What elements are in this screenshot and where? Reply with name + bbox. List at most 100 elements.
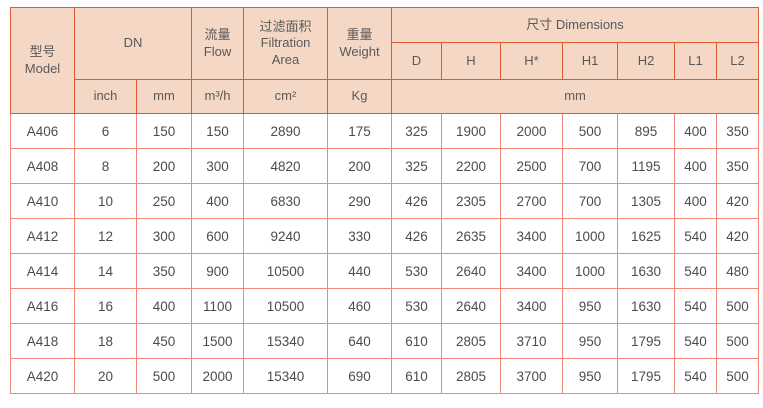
value-cell: 12	[74, 218, 137, 254]
table-row: A410 10 250 400 6830 290 426 2305 2700 700 1305 400…	[10, 183, 760, 219]
value-cell: 500	[715, 358, 760, 394]
table-row: A414 14 350 900 10500 440 530 2640 3400 1000 1630 5…	[10, 253, 760, 289]
table-row: A420 20 500 2000 15340 690 610 2805 3700 950 1795 5…	[10, 358, 760, 394]
value-cell: 1100	[191, 288, 244, 324]
value-cell: 15340	[243, 323, 328, 359]
value-cell: 330	[327, 218, 392, 254]
value-cell: 400	[191, 183, 244, 219]
value-cell: 1795	[617, 323, 675, 359]
value-cell: 1000	[562, 253, 618, 289]
model-cell: A418	[10, 323, 75, 359]
value-cell: 540	[674, 288, 717, 324]
value-cell: 895	[617, 113, 675, 149]
value-cell: 3710	[500, 323, 563, 359]
model-cell: A412	[10, 218, 75, 254]
value-cell: 8	[74, 148, 137, 184]
value-cell: 1795	[617, 358, 675, 394]
value-cell: 530	[391, 288, 442, 324]
unit-weight: Kg	[327, 79, 392, 114]
value-cell: 16	[74, 288, 137, 324]
value-cell: 4820	[243, 148, 328, 184]
model-cell: A406	[10, 113, 75, 149]
value-cell: 2305	[441, 183, 501, 219]
value-cell: 610	[391, 358, 442, 394]
value-cell: 400	[674, 148, 717, 184]
unit-area: cm²	[243, 79, 328, 114]
table-row: A418 18 450 1500 15340 640 610 2805 3710 950 1795 5…	[10, 323, 760, 359]
unit-flow: m³/h	[191, 79, 244, 114]
value-cell: 420	[715, 218, 760, 254]
header-flow-zh: 流量	[204, 27, 231, 43]
value-cell: 2890	[243, 113, 328, 149]
header-dim-h2: H2	[617, 42, 675, 80]
table-body: A406 6 150 150 2890 175 325 1900 2000 500 895 400 35…	[10, 113, 760, 394]
value-cell: 480	[715, 253, 760, 289]
header-row-1: 型号 Model DN 流量 Flow 过滤面积 Filtration Area…	[10, 7, 760, 114]
table-row: A408 8 200 300 4820 200 325 2200 2500 700 1195 400 3…	[10, 148, 760, 184]
value-cell: 610	[391, 323, 442, 359]
value-cell: 175	[327, 113, 392, 149]
value-cell: 1900	[441, 113, 501, 149]
header-dim-d: D	[391, 42, 442, 80]
value-cell: 460	[327, 288, 392, 324]
header-weight-en: Weight	[339, 43, 380, 59]
value-cell: 2805	[441, 358, 501, 394]
model-cell: A420	[10, 358, 75, 394]
value-cell: 350	[715, 148, 760, 184]
value-cell: 400	[136, 288, 192, 324]
table-row: A412 12 300 600 9240 330 426 2635 3400 1000 1625 54…	[10, 218, 760, 254]
value-cell: 540	[674, 218, 717, 254]
value-cell: 1630	[617, 253, 675, 289]
value-cell: 640	[327, 323, 392, 359]
value-cell: 700	[562, 148, 618, 184]
value-cell: 2500	[500, 148, 563, 184]
value-cell: 950	[562, 358, 618, 394]
value-cell: 440	[327, 253, 392, 289]
value-cell: 690	[327, 358, 392, 394]
value-cell: 540	[674, 323, 717, 359]
value-cell: 426	[391, 183, 442, 219]
header-filtration-en: Filtration Area	[260, 35, 311, 67]
value-cell: 150	[136, 113, 192, 149]
value-cell: 400	[674, 183, 717, 219]
value-cell: 6830	[243, 183, 328, 219]
value-cell: 350	[715, 113, 760, 149]
value-cell: 10	[74, 183, 137, 219]
header-weight: 重量 Weight	[327, 7, 392, 80]
header-dim-hstar: H*	[500, 42, 563, 80]
header-filtration-area: 过滤面积 Filtration Area	[243, 7, 328, 80]
value-cell: 10500	[243, 288, 328, 324]
value-cell: 250	[136, 183, 192, 219]
value-cell: 1625	[617, 218, 675, 254]
value-cell: 3700	[500, 358, 563, 394]
model-cell: A408	[10, 148, 75, 184]
value-cell: 300	[136, 218, 192, 254]
value-cell: 500	[562, 113, 618, 149]
value-cell: 1000	[562, 218, 618, 254]
model-cell: A416	[10, 288, 75, 324]
value-cell: 2635	[441, 218, 501, 254]
table-header: 型号 Model DN 流量 Flow 过滤面积 Filtration Area…	[10, 7, 760, 114]
value-cell: 540	[674, 358, 717, 394]
value-cell: 350	[136, 253, 192, 289]
value-cell: 420	[715, 183, 760, 219]
value-cell: 530	[391, 253, 442, 289]
header-dimensions: 尺寸 Dimensions	[390, 7, 760, 43]
header-row-2: D H H* H1 H2 L1 L2	[11, 42, 760, 80]
header-dim-l1: L1	[674, 42, 717, 80]
value-cell: 290	[327, 183, 392, 219]
value-cell: 200	[136, 148, 192, 184]
value-cell: 3400	[500, 288, 563, 324]
value-cell: 1195	[617, 148, 675, 184]
table-row: A416 16 400 1100 10500 460 530 2640 3400 950 1630 5…	[10, 288, 760, 324]
value-cell: 20	[74, 358, 137, 394]
value-cell: 325	[391, 148, 442, 184]
header-weight-zh: 重量	[346, 27, 373, 43]
table-row: A406 6 150 150 2890 175 325 1900 2000 500 895 400 35…	[10, 113, 760, 149]
value-cell: 2000	[191, 358, 244, 394]
unit-mm: mm	[136, 79, 192, 114]
value-cell: 450	[136, 323, 192, 359]
value-cell: 950	[562, 323, 618, 359]
value-cell: 1500	[191, 323, 244, 359]
header-flow: 流量 Flow	[191, 7, 244, 80]
